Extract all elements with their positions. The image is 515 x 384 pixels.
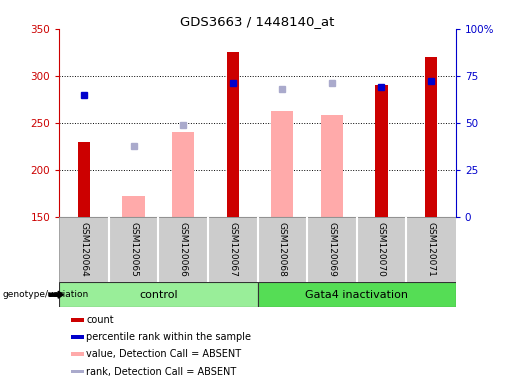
Bar xyxy=(71,318,84,321)
Text: GSM120070: GSM120070 xyxy=(377,222,386,277)
Bar xyxy=(71,353,84,356)
Bar xyxy=(227,52,239,217)
Bar xyxy=(71,335,84,339)
Bar xyxy=(271,111,294,217)
Text: genotype/variation: genotype/variation xyxy=(3,290,89,299)
Text: count: count xyxy=(87,314,114,325)
Text: GSM120069: GSM120069 xyxy=(328,222,336,277)
Text: percentile rank within the sample: percentile rank within the sample xyxy=(87,332,251,342)
Text: GSM120071: GSM120071 xyxy=(426,222,436,277)
Text: GSM120068: GSM120068 xyxy=(278,222,287,277)
Bar xyxy=(123,196,145,217)
Bar xyxy=(375,85,388,217)
Text: value, Detection Call = ABSENT: value, Detection Call = ABSENT xyxy=(87,349,242,359)
Bar xyxy=(172,132,194,217)
Bar xyxy=(78,142,90,217)
Text: rank, Detection Call = ABSENT: rank, Detection Call = ABSENT xyxy=(87,366,236,377)
Bar xyxy=(425,57,437,217)
Text: GSM120065: GSM120065 xyxy=(129,222,138,277)
Text: control: control xyxy=(139,290,178,300)
Bar xyxy=(71,370,84,373)
Bar xyxy=(258,282,456,307)
Text: Gata4 inactivation: Gata4 inactivation xyxy=(305,290,408,300)
Text: GSM120067: GSM120067 xyxy=(228,222,237,277)
Text: GSM120066: GSM120066 xyxy=(179,222,187,277)
Text: GSM120064: GSM120064 xyxy=(79,222,89,277)
Bar xyxy=(321,115,343,217)
Title: GDS3663 / 1448140_at: GDS3663 / 1448140_at xyxy=(180,15,335,28)
Bar xyxy=(59,282,258,307)
